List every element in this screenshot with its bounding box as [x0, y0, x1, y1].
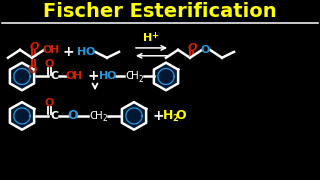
Text: 2: 2	[172, 114, 178, 123]
Text: O: O	[200, 45, 210, 55]
Text: 2: 2	[139, 75, 143, 84]
Text: +: +	[152, 109, 164, 123]
Text: O: O	[44, 59, 54, 69]
Polygon shape	[10, 63, 34, 90]
Text: O: O	[27, 65, 37, 75]
Polygon shape	[154, 63, 178, 90]
Text: C: C	[51, 71, 59, 82]
Text: +: +	[151, 31, 158, 40]
Text: O: O	[44, 98, 54, 108]
Text: H: H	[77, 47, 87, 57]
Text: H: H	[143, 33, 153, 43]
Text: H: H	[163, 109, 173, 122]
Text: H: H	[50, 45, 60, 55]
Text: C: C	[125, 71, 133, 82]
Polygon shape	[10, 102, 34, 130]
Polygon shape	[122, 102, 146, 130]
Text: C: C	[51, 111, 59, 121]
Text: O: O	[106, 71, 116, 82]
Text: O: O	[187, 43, 197, 53]
Text: H: H	[131, 71, 139, 82]
Text: O: O	[176, 109, 186, 122]
Text: H: H	[100, 71, 108, 82]
Text: O: O	[29, 42, 39, 52]
Text: C: C	[89, 111, 97, 121]
Text: +: +	[62, 45, 74, 59]
Text: H: H	[73, 71, 83, 82]
Text: O: O	[65, 71, 75, 82]
Text: 2: 2	[103, 114, 108, 123]
Text: O: O	[42, 45, 52, 55]
Text: +: +	[87, 69, 99, 84]
Text: O: O	[85, 47, 95, 57]
Text: Fischer Esterification: Fischer Esterification	[43, 2, 277, 21]
Text: H: H	[95, 111, 103, 121]
Text: O: O	[68, 109, 78, 122]
